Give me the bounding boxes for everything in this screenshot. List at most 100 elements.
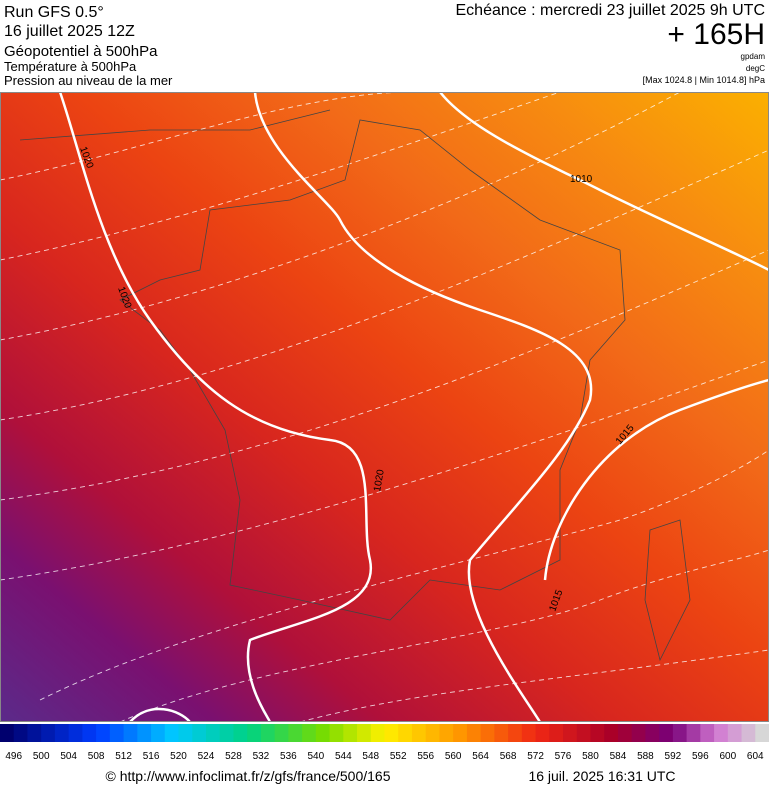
field-label: Température à 500hPa: [4, 59, 137, 74]
color-swatch: [192, 724, 207, 742]
colorbar-label: 596: [692, 751, 709, 762]
color-swatch: [425, 724, 440, 742]
color-swatch: [233, 724, 248, 742]
colorbar-label: 508: [88, 751, 105, 762]
color-swatch: [205, 724, 221, 742]
temperature-field: [0, 92, 769, 722]
color-swatch: [54, 724, 70, 742]
colorbar-label: 584: [610, 751, 627, 762]
color-swatch: [508, 724, 523, 742]
color-swatch: [672, 724, 688, 742]
color-swatch: [68, 724, 83, 742]
unit-label: gpdam: [741, 52, 766, 61]
color-swatch: [645, 724, 660, 742]
colorbar-label: 576: [555, 751, 572, 762]
forecast-time: Echéance : mercredi 23 juillet 2025 9h U…: [456, 2, 766, 19]
color-swatch: [659, 724, 674, 742]
colorbar-label: 504: [60, 751, 77, 762]
color-swatch: [219, 724, 234, 742]
color-swatch: [686, 724, 701, 742]
color-swatch: [617, 724, 633, 742]
color-swatch: [563, 724, 578, 742]
colorbar-label: 540: [307, 751, 324, 762]
isobar-label: 1010: [570, 174, 593, 185]
color-swatch: [302, 724, 317, 742]
color-swatch: [741, 724, 756, 742]
color-swatch: [604, 724, 619, 742]
colorbar-label: 512: [115, 751, 132, 762]
color-swatch: [453, 724, 468, 742]
color-swatch: [274, 724, 289, 742]
color-swatch: [357, 724, 372, 742]
source: © http://www.infoclimat.fr/z/gfs/france/…: [106, 768, 391, 784]
colorbar-label: 548: [362, 751, 379, 762]
color-swatch: [123, 724, 138, 742]
pressure-range: [Max 1024.8 | Min 1014.8] hPa: [643, 75, 765, 85]
colorbar-label: 528: [225, 751, 242, 762]
color-swatch: [714, 724, 729, 742]
colorbar-label: 560: [445, 751, 462, 762]
colorbar-label: 524: [198, 751, 215, 762]
color-swatch: [370, 724, 385, 742]
color-swatch: [27, 724, 42, 742]
color-swatch: [82, 724, 97, 742]
color-swatch: [247, 724, 262, 742]
unit-label: degC: [746, 64, 765, 73]
color-swatch: [384, 724, 399, 742]
color-swatch: [0, 724, 15, 742]
colorbar-label: 588: [637, 751, 654, 762]
timestamp: 16 juil. 2025 16:31 UTC: [528, 768, 675, 784]
colorbar-label: 572: [527, 751, 544, 762]
color-swatch: [109, 724, 125, 742]
color-swatch: [631, 724, 646, 742]
isobars: [58, 92, 769, 722]
color-swatch: [178, 724, 193, 742]
colorbar: 496 500 504 508 512 516 520 524 528 532 536 540 544 5…: [0, 724, 769, 762]
color-swatch: [590, 724, 605, 742]
colorbar-label: 592: [665, 751, 682, 762]
colorbar-label: 564: [472, 751, 489, 762]
color-swatch: [343, 724, 358, 742]
color-swatch: [755, 724, 769, 742]
color-swatch: [576, 724, 591, 742]
forecast-hour: + 165H: [667, 18, 765, 51]
color-swatch: [535, 724, 550, 742]
geopotential-lines: [0, 92, 769, 722]
color-swatch: [480, 724, 495, 742]
color-swatch: [13, 724, 28, 742]
color-swatch: [411, 724, 427, 742]
isobar-label: 1020: [372, 468, 387, 492]
color-swatch: [549, 724, 564, 742]
color-swatch: [466, 724, 482, 742]
run-date: 16 juillet 2025 12Z: [4, 23, 135, 40]
color-swatch: [521, 724, 537, 742]
colorbar-label: 568: [500, 751, 517, 762]
color-swatch: [151, 724, 166, 742]
colorbar-label: 600: [719, 751, 736, 762]
colorbar-label: 580: [582, 751, 599, 762]
colorbar-label: 496: [5, 751, 22, 762]
colorbar-label: 552: [390, 751, 407, 762]
color-swatch: [727, 724, 743, 742]
color-swatch: [96, 724, 111, 742]
color-swatch: [164, 724, 180, 742]
run-label: Run GFS 0.5°: [4, 4, 104, 21]
colorbar-label: 544: [335, 751, 352, 762]
colorbar-label: 520: [170, 751, 187, 762]
colorbar-label: 604: [747, 751, 764, 762]
coastlines: [19, 109, 691, 662]
colorbar-label: 556: [417, 751, 434, 762]
color-swatch: [315, 724, 331, 742]
color-swatch: [137, 724, 152, 742]
color-swatch: [700, 724, 715, 742]
color-swatch: [329, 724, 344, 742]
colorbar-label: 500: [33, 751, 50, 762]
colorbar-label: 536: [280, 751, 297, 762]
color-swatch: [398, 724, 413, 742]
colorbar-label: 516: [143, 751, 160, 762]
field-label: Pression au niveau de la mer: [4, 73, 173, 88]
color-swatch: [439, 724, 454, 742]
color-swatch: [494, 724, 509, 742]
color-swatch: [260, 724, 276, 742]
